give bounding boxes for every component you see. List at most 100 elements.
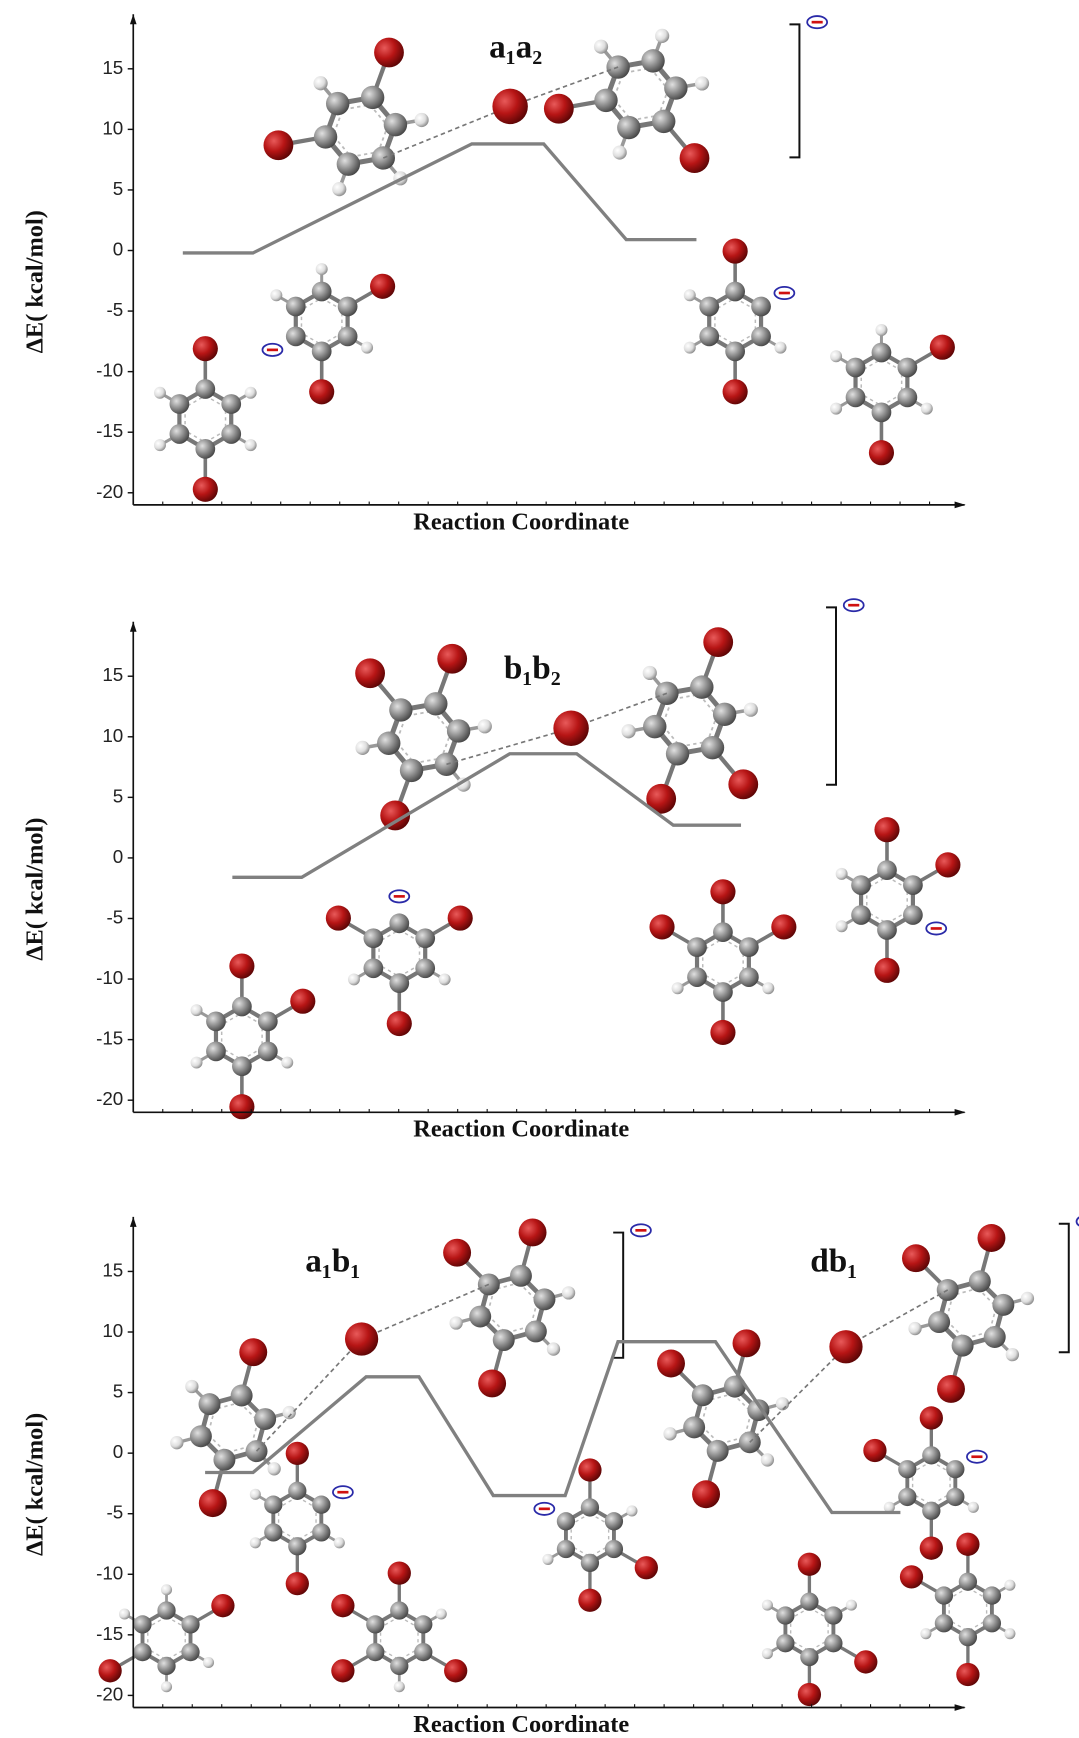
halogen-atom	[211, 1594, 235, 1618]
y-tick-label: 0	[113, 846, 123, 867]
halogen-atom	[355, 658, 385, 689]
carbon-atom	[877, 920, 897, 940]
halogen-atom	[309, 379, 335, 405]
y-tick-label: -10	[96, 360, 123, 381]
halogen-atom	[331, 1659, 355, 1683]
carbon-atom	[492, 1329, 515, 1352]
carbon-atom	[415, 958, 436, 979]
carbon-atom	[903, 875, 923, 895]
hydrogen-atom	[361, 341, 374, 354]
hydrogen-atom	[875, 324, 888, 337]
y-tick-label: -20	[96, 1088, 123, 1109]
y-tick-label: 10	[102, 725, 123, 746]
hydrogen-atom	[920, 1628, 932, 1640]
carbon-atom	[257, 1041, 278, 1062]
hydrogen-atom	[449, 1316, 463, 1330]
hydrogen-atom	[160, 1584, 173, 1596]
halogen-atom	[553, 710, 589, 746]
hydrogen-atom	[282, 1405, 296, 1420]
ring-inner	[277, 1496, 317, 1541]
carbon-atom	[133, 1615, 152, 1634]
carbon-atom	[751, 296, 771, 317]
halogen-atom	[325, 905, 351, 931]
halogen-atom	[868, 440, 895, 466]
halogen-atom	[649, 914, 675, 940]
hydrogen-atom	[775, 1397, 790, 1411]
carbon-atom	[897, 357, 918, 378]
carbon-atom	[617, 115, 641, 140]
halogen-atom	[829, 1330, 863, 1364]
y-tick-label: -10	[96, 1562, 123, 1583]
halogen-atom	[492, 88, 528, 125]
structure-label: db₁	[810, 1242, 857, 1279]
carbon-atom	[195, 439, 216, 459]
carbon-atom	[264, 1495, 283, 1514]
halogen-atom	[771, 914, 797, 940]
carbon-atom	[415, 928, 436, 949]
molecules	[98, 15, 1079, 1707]
carbon-atom	[992, 1293, 1015, 1316]
bracket	[789, 23, 801, 159]
hydrogen-atom	[845, 1599, 857, 1611]
y-tick-label: -20	[96, 481, 123, 502]
x-axis-label: Reaction Coordinate	[413, 1116, 629, 1143]
halogen-atom	[192, 476, 218, 502]
carbon-atom	[414, 1642, 433, 1662]
carbon-atom	[360, 85, 385, 110]
y-tick-label: -15	[96, 1623, 123, 1644]
hydrogen-atom	[190, 1004, 203, 1017]
halogen-atom	[703, 627, 734, 658]
y-tick-label: 10	[102, 117, 123, 138]
bracket	[1058, 1222, 1070, 1354]
carbon-atom	[337, 326, 358, 347]
halogen-atom	[919, 1406, 943, 1430]
ring-inner	[379, 1615, 419, 1661]
halogen-atom	[722, 238, 748, 264]
carbon-atom	[606, 55, 630, 79]
carbon-atom	[699, 296, 720, 317]
y-tick-label: 10	[102, 1320, 123, 1341]
carbon-atom	[230, 1384, 253, 1407]
ring-inner	[300, 297, 343, 346]
hydrogen-atom	[414, 112, 429, 128]
halogen-atom	[380, 800, 411, 831]
halogen-atom	[863, 1438, 887, 1463]
ring-inner	[184, 394, 227, 444]
halogen-atom	[937, 1374, 965, 1403]
hydrogen-atom	[542, 1553, 554, 1565]
carbon-atom	[285, 296, 306, 317]
hydrogen-atom	[333, 1537, 345, 1549]
hydrogen-atom	[762, 982, 775, 995]
hydrogen-atom	[683, 289, 696, 302]
charts: 15 10 5 0 -5 -10 -15 -20 Reaction Coordinate ΔE( …	[21, 14, 966, 1738]
weak-bond	[361, 1283, 490, 1340]
carbon-atom	[336, 152, 361, 176]
carbon-atom	[157, 1656, 176, 1676]
y-axis-label: ΔE( kcal/mol)	[21, 1413, 48, 1556]
carbon-atom	[851, 875, 871, 895]
carbon-atom	[181, 1642, 200, 1662]
hydrogen-atom	[118, 1608, 131, 1620]
ring-inner	[948, 1587, 988, 1632]
x-axis-arrow	[954, 1704, 966, 1711]
hydrogen-atom	[663, 1427, 677, 1441]
carbon-atom	[232, 1056, 252, 1077]
hydrogen-atom	[393, 1681, 405, 1693]
halogen-atom	[443, 1238, 472, 1267]
hydrogen-atom	[655, 28, 670, 43]
carbon-atom	[524, 1320, 547, 1343]
hydrogen-atom	[546, 1342, 561, 1356]
hydrogen-atom	[621, 724, 636, 739]
hydrogen-atom	[883, 1501, 895, 1513]
halogen-atom	[902, 1244, 930, 1273]
x-axis-label: Reaction Coordinate	[413, 1711, 629, 1738]
carbon-atom	[946, 1460, 965, 1479]
energy-profile	[182, 142, 697, 255]
carbon-atom	[713, 922, 733, 943]
carbon-atom	[594, 88, 618, 113]
structure-label: a₁a₂	[489, 29, 542, 66]
carbon-atom	[389, 973, 410, 994]
y-axis-label: ΔE( kcal/mol)	[21, 818, 48, 961]
weak-bond	[255, 1338, 363, 1452]
